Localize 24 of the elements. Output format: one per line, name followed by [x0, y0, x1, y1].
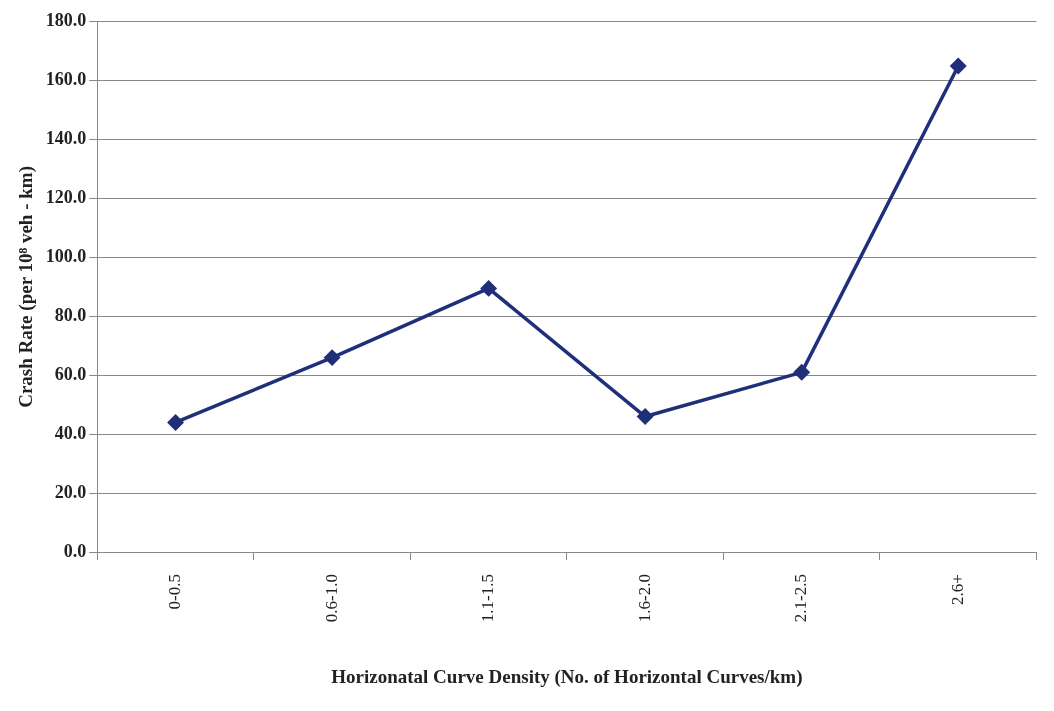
- point: [637, 408, 653, 425]
- y-tick-label: 160.0: [45, 69, 87, 90]
- y-tick-label: 20.0: [54, 481, 87, 502]
- point: [950, 58, 966, 74]
- y-tick-label: 80.0: [54, 305, 87, 326]
- x-tick-label: 0.6-1.0: [321, 574, 341, 623]
- point: [324, 349, 340, 366]
- point: [480, 280, 497, 297]
- y-tick-label: 100.0: [45, 246, 87, 267]
- point: [167, 414, 184, 431]
- x-tick-label: 2.6+: [947, 574, 967, 605]
- y-tick-label: 140.0: [45, 128, 87, 149]
- y-tick-label: 120.0: [45, 187, 87, 208]
- y-tick-label: 180.0: [45, 10, 87, 31]
- x-tick-label: 0-0.5: [165, 574, 185, 610]
- y-tick-label: 60.0: [54, 363, 87, 384]
- y-tick-label: 40.0: [54, 422, 87, 443]
- point: [793, 364, 810, 381]
- y-axis-title: Crash Rate (per 10⁸ veh - km): [15, 166, 38, 408]
- x-tick-label: 2.1-2.5: [791, 574, 811, 623]
- y-tick-label: 0.0: [63, 540, 87, 561]
- x-tick-label: 1.6-2.0: [634, 574, 654, 623]
- x-axis-title: Horizonatal Curve Density (No. of Horizontal Curves/km): [331, 665, 803, 688]
- x-tick-label: 1.1-1.5: [478, 574, 498, 623]
